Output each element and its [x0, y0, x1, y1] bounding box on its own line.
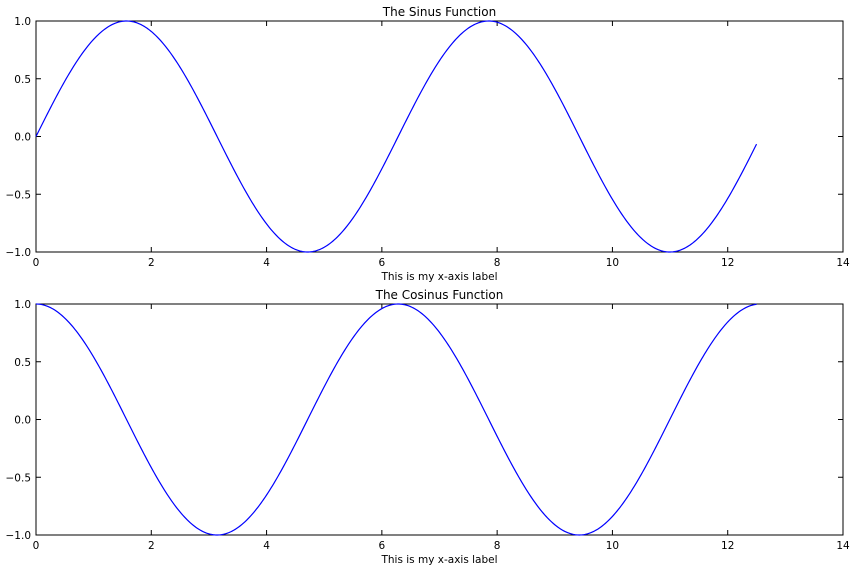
x-tick-label: 0	[33, 257, 40, 269]
y-tick-label: −0.5	[6, 472, 32, 484]
x-tick-label: 0	[33, 540, 40, 552]
x-tick-label: 10	[606, 540, 619, 552]
y-tick-label: −0.5	[6, 189, 32, 201]
x-tick-label: 14	[836, 257, 850, 269]
x-tick-label: 4	[263, 257, 270, 269]
y-tick-label: 0.5	[14, 74, 31, 86]
y-tick-label: −1.0	[6, 247, 32, 259]
subplot-1: The Sinus Function 0 2 4 6 8 10 12 14 1.0 0.5 0.0 −0…	[6, 5, 850, 283]
x-tick-label: 4	[263, 540, 270, 552]
x-tick-label: 12	[721, 257, 734, 269]
x-axis-label-1: This is my x-axis label	[380, 271, 497, 283]
y-tick-label: 0.5	[14, 357, 31, 369]
x-tick-label: 6	[379, 257, 386, 269]
series-line-cos	[35, 303, 757, 536]
plot-area-1	[35, 20, 844, 253]
y-tick-label: 0.0	[14, 415, 31, 427]
x-axis-label-2: This is my x-axis label	[380, 554, 497, 566]
x-tick-label: 6	[379, 540, 386, 552]
x-tick-label: 12	[721, 540, 734, 552]
x-tick-label: 14	[836, 540, 850, 552]
chart-title-1: The Sinus Function	[382, 5, 496, 19]
x-tick-label: 2	[148, 540, 155, 552]
series-line-sin	[35, 20, 758, 253]
y-tick-label: 1.0	[14, 16, 31, 28]
y-tick-label: 1.0	[14, 299, 31, 311]
y-tick-label: 0.0	[14, 132, 31, 144]
x-tick-label: 8	[494, 257, 501, 269]
x-tick-label: 8	[494, 540, 501, 552]
chart-title-2: The Cosinus Function	[375, 288, 504, 302]
plot-area-2	[35, 303, 844, 536]
x-tick-label: 10	[606, 257, 619, 269]
y-tick-label: −1.0	[6, 530, 32, 542]
x-tick-label: 2	[148, 257, 155, 269]
subplot-2: The Cosinus Function 0 2 4 6 8 10 12 14 1.0 0.5 0.0…	[6, 288, 850, 566]
